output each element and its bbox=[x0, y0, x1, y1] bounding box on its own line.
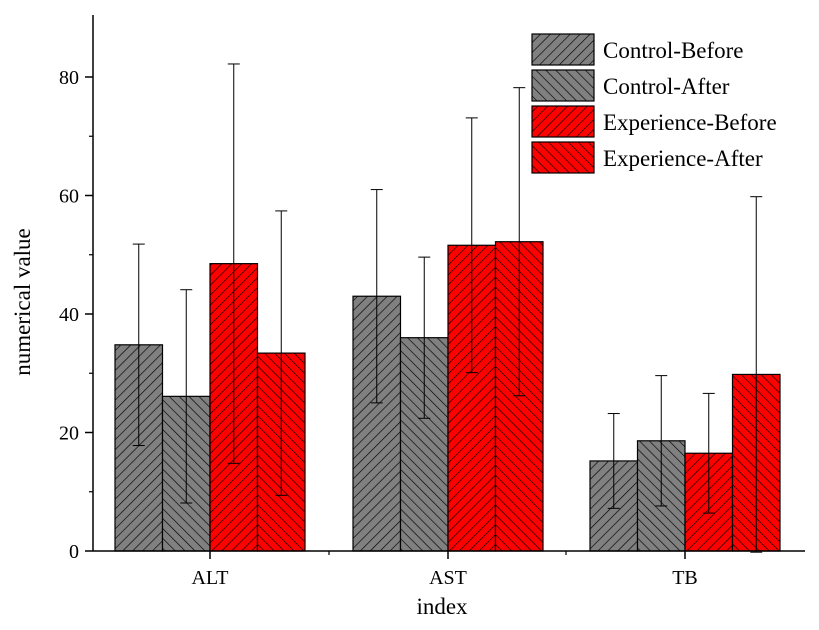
error-bar-alt-experience-after bbox=[275, 210, 288, 496]
legend-label: Control-After bbox=[603, 74, 730, 99]
y-tick-label: 80 bbox=[59, 67, 79, 89]
y-tick-label: 0 bbox=[69, 541, 79, 563]
error-bar-ast-control-before bbox=[370, 189, 383, 404]
legend-label: Experience-Before bbox=[603, 110, 777, 135]
legend-item-control-after: Control-After bbox=[531, 69, 730, 102]
error-bar-alt-experience-before bbox=[227, 63, 240, 464]
y-tick-label: 60 bbox=[59, 186, 79, 208]
y-tick-label: 20 bbox=[59, 423, 79, 445]
legend-item-experience-before: Experience-Before bbox=[531, 105, 777, 138]
axes bbox=[92, 15, 805, 552]
y-ticks: 0 20 40 60 80 bbox=[59, 67, 93, 563]
y-tick-label: 40 bbox=[59, 304, 79, 326]
x-axis-label: index bbox=[416, 594, 468, 619]
x-tick-label: TB bbox=[672, 567, 698, 589]
error-bar-alt-control-before bbox=[132, 243, 145, 447]
error-bar-tb-experience-before bbox=[702, 392, 715, 514]
error-bars-layer bbox=[132, 63, 763, 553]
error-bar-tb-control-before bbox=[607, 413, 620, 509]
error-bar-tb-control-after bbox=[655, 375, 668, 507]
x-tick-label: AST bbox=[429, 567, 467, 589]
error-bar-ast-experience-after bbox=[513, 87, 526, 397]
x-ticks: ALT AST TB bbox=[191, 551, 698, 589]
y-axis-label: numerical value bbox=[10, 228, 35, 376]
legend-label: Control-Before bbox=[603, 38, 744, 63]
legend: Control-Before Control-After Experience-Be… bbox=[531, 33, 777, 174]
error-bar-tb-experience-after bbox=[750, 196, 763, 553]
bars-layer bbox=[114, 241, 781, 552]
legend-item-experience-after: Experience-After bbox=[531, 141, 763, 174]
error-bar-alt-control-after bbox=[180, 289, 193, 504]
x-tick-label: ALT bbox=[191, 567, 228, 589]
error-bar-ast-experience-before bbox=[465, 117, 478, 374]
error-bar-ast-control-after bbox=[418, 256, 431, 419]
legend-item-control-before: Control-Before bbox=[531, 33, 744, 66]
legend-label: Experience-After bbox=[603, 146, 763, 171]
